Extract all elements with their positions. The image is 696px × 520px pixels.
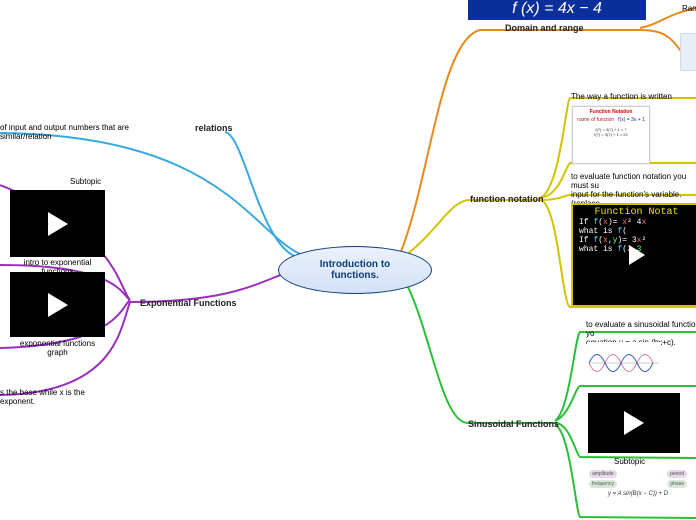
center-title: Introduction to functions.	[320, 259, 391, 281]
relations-label[interactable]: relations	[195, 123, 233, 133]
sin-formula: y = A sin(B(x − C)) + D	[585, 491, 691, 497]
fn-vid-title: Function Notat	[573, 205, 696, 218]
sinusoidal-label[interactable]: Sinusoidal Functions	[468, 419, 559, 429]
fn-card-title: Function Notation	[575, 109, 647, 115]
sin-diagram: amplitudeperiod frequencyphase y = A sin…	[585, 468, 691, 516]
fn-card: Function Notation name of function f(x) …	[572, 106, 650, 164]
fn-vid-line1: If f(x)= x² 4x	[573, 218, 696, 227]
range-card	[680, 33, 696, 71]
relations-text: of input and output numbers that are sim…	[0, 123, 160, 141]
sin-video[interactable]	[588, 393, 680, 453]
exp-base-text: s the base while x is the exponent.	[0, 388, 110, 406]
center-topic[interactable]: Introduction to functions.	[278, 246, 432, 294]
domain-range-formula: f (x) = 4x − 4	[468, 0, 646, 20]
fn-video[interactable]: Function Notat If f(x)= x² 4x what is f(…	[571, 203, 696, 307]
fn-card-right: f(x) = 3x + 1	[618, 117, 645, 123]
fn-card-left: name of function	[577, 117, 614, 123]
exp-graph-caption: exponential functions graph	[10, 339, 105, 357]
function-notation-label[interactable]: function notation	[470, 194, 543, 204]
range-cut-label: Ran	[682, 4, 696, 13]
fn-vid-line2: what is f(	[573, 227, 696, 236]
exponential-label[interactable]: Exponential Functions	[140, 298, 237, 308]
fn-card-eq2: f(7) = 3(7) + 1 = 22	[575, 132, 647, 137]
exp-graph-video[interactable]	[10, 272, 105, 337]
exp-intro-video[interactable]	[10, 190, 105, 257]
fn-vid-line3: If f(x,y)= 3x²	[573, 236, 696, 245]
domain-range-label[interactable]: Domain and range	[505, 23, 584, 33]
sine-graph	[587, 342, 661, 384]
sin-subtopic: Subtopic	[614, 457, 645, 466]
fn-topline: The way a function is written	[571, 92, 672, 101]
exp-subtopic: Subtopic	[70, 177, 101, 186]
